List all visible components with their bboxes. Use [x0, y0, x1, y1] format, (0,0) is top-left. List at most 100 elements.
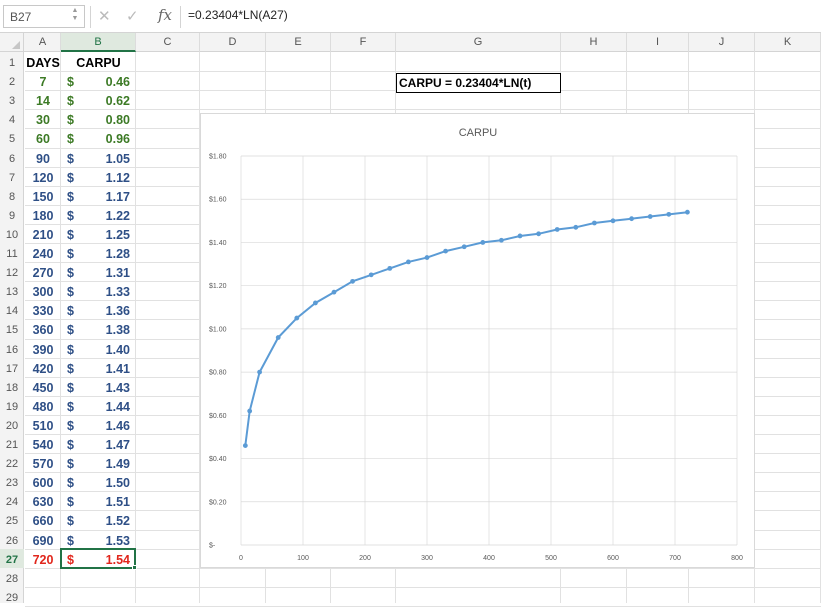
carpu-chart[interactable]: CARPU $- $0.20 $0.40 $0.60 $0.80 $1.00 $1.20 $1.… [200, 113, 755, 568]
cell-carpu[interactable]: 1.05 [105, 151, 130, 166]
cell-days[interactable]: 450 [32, 380, 54, 395]
cell-days[interactable]: 660 [32, 514, 54, 529]
row-header-24[interactable]: 24 [5, 496, 19, 509]
cell-days[interactable]: 210 [32, 227, 54, 242]
cell-carpu[interactable]: 1.54 [105, 552, 130, 567]
cell-currency-symbol[interactable]: $ [67, 266, 74, 281]
cell-carpu[interactable]: 1.44 [105, 399, 130, 414]
active-cell-selection[interactable] [60, 547, 136, 569]
insert-function-icon[interactable]: fx [158, 6, 173, 24]
column-header-b[interactable]: B [61, 33, 136, 52]
row-header-19[interactable]: 19 [5, 400, 19, 413]
row-header-9[interactable]: 9 [8, 209, 16, 222]
cell-currency-symbol[interactable]: $ [67, 323, 74, 338]
cell-currency-symbol[interactable]: $ [67, 361, 74, 376]
cell-days[interactable]: 240 [32, 247, 54, 261]
cell-days[interactable]: 690 [32, 533, 54, 548]
cell-currency-symbol[interactable]: $ [67, 189, 74, 204]
cell-days[interactable]: 390 [32, 342, 54, 357]
formula-input[interactable]: =0.23404*LN(A27) [188, 8, 288, 22]
cell-currency-symbol[interactable]: $ [67, 94, 74, 109]
column-header-e[interactable]: E [266, 33, 331, 52]
cell-carpu[interactable]: 0.46 [105, 75, 130, 90]
row-header-16[interactable]: 16 [5, 343, 19, 356]
cell-carpu[interactable]: 1.52 [105, 514, 130, 529]
name-box[interactable]: B27 [3, 5, 85, 28]
name-box-dropdown-icon[interactable]: ▲ ▼ [71, 7, 79, 22]
cell-currency-symbol[interactable]: $ [67, 208, 74, 223]
cell-currency-symbol[interactable]: $ [67, 132, 74, 147]
column-header-c[interactable]: C [136, 33, 200, 52]
cell-carpu[interactable]: 1.51 [105, 495, 130, 510]
row-header-6[interactable]: 6 [8, 152, 16, 165]
cell-days[interactable]: 60 [36, 132, 50, 147]
cell-days[interactable]: 7 [39, 75, 47, 90]
column-header-j[interactable]: J [689, 33, 755, 52]
cell-days[interactable]: 90 [36, 151, 50, 166]
column-header-g[interactable]: G [396, 33, 561, 52]
cell-carpu[interactable]: 1.46 [105, 418, 130, 433]
column-header-k[interactable]: K [755, 33, 821, 52]
cell-days[interactable]: 540 [32, 438, 54, 452]
row-header-28[interactable]: 28 [5, 572, 19, 585]
row-header-21[interactable]: 21 [5, 439, 19, 451]
column-header-d[interactable]: D [200, 33, 266, 52]
row-header-27[interactable]: 27 [0, 548, 24, 568]
cell-days[interactable]: 14 [36, 94, 50, 109]
cell-days[interactable]: 300 [32, 285, 54, 300]
cell-currency-symbol[interactable]: $ [67, 552, 74, 567]
cell-currency-symbol[interactable]: $ [67, 170, 74, 185]
cell-currency-symbol[interactable]: $ [67, 285, 74, 300]
cell-days[interactable]: 30 [36, 113, 50, 128]
cell-carpu[interactable]: 1.28 [105, 247, 130, 261]
column-header-f[interactable]: F [331, 33, 396, 52]
row-header-20[interactable]: 20 [5, 419, 19, 432]
cell-currency-symbol[interactable]: $ [67, 457, 74, 472]
cell-days[interactable]: 150 [32, 189, 54, 204]
cell-days[interactable]: 720 [32, 552, 54, 567]
cell-currency-symbol[interactable]: $ [67, 399, 74, 414]
cell-currency-symbol[interactable]: $ [67, 438, 74, 452]
select-all-button[interactable] [0, 33, 24, 52]
cell-currency-symbol[interactable]: $ [67, 151, 74, 166]
row-header-29[interactable]: 29 [5, 591, 19, 604]
cell-carpu[interactable]: 1.25 [105, 227, 130, 242]
cell-days[interactable]: 330 [32, 304, 54, 319]
row-header-5[interactable]: 5 [8, 133, 16, 146]
cell-carpu[interactable]: 1.17 [105, 189, 130, 204]
row-header-14[interactable]: 14 [5, 305, 19, 318]
cell-days[interactable]: 420 [32, 361, 54, 376]
cell-carpu[interactable]: 0.80 [105, 113, 130, 128]
row-header-13[interactable]: 13 [5, 286, 19, 299]
cell-currency-symbol[interactable]: $ [67, 495, 74, 510]
cell-currency-symbol[interactable]: $ [67, 304, 74, 319]
cell-carpu[interactable]: 1.33 [105, 285, 130, 300]
equation-textbox[interactable]: CARPU = 0.23404*LN(t) [396, 73, 561, 93]
cell-days[interactable]: 600 [32, 476, 54, 491]
cell-days[interactable]: 510 [32, 418, 54, 433]
row-header-7[interactable]: 7 [8, 171, 16, 184]
cell-carpu[interactable]: 1.50 [105, 476, 130, 491]
cell-carpu[interactable]: 1.12 [105, 170, 130, 185]
cancel-icon[interactable]: ✕ [98, 8, 111, 25]
cell-carpu[interactable]: 1.49 [105, 457, 130, 472]
cell-carpu[interactable]: 1.36 [105, 304, 130, 319]
cell-currency-symbol[interactable]: $ [67, 247, 74, 261]
cell-days[interactable]: 180 [32, 208, 54, 223]
cell-currency-symbol[interactable]: $ [67, 476, 74, 491]
cell-currency-symbol[interactable]: $ [67, 227, 74, 242]
cell-currency-symbol[interactable]: $ [67, 533, 74, 548]
cell-carpu[interactable]: 1.43 [105, 380, 130, 395]
header-days[interactable]: DAYS [26, 56, 60, 70]
cell-carpu[interactable]: 1.47 [105, 438, 130, 452]
row-header-18[interactable]: 18 [5, 381, 19, 394]
row-header-17[interactable]: 17 [5, 362, 19, 375]
column-header-h[interactable]: H [561, 33, 627, 52]
cell-carpu[interactable]: 1.38 [105, 323, 130, 338]
row-header-15[interactable]: 15 [5, 324, 19, 337]
cell-carpu[interactable]: 1.22 [105, 208, 130, 223]
row-header-12[interactable]: 12 [5, 267, 19, 280]
enter-icon[interactable]: ✓ [126, 8, 139, 25]
row-header-8[interactable]: 8 [8, 190, 16, 203]
cell-currency-symbol[interactable]: $ [67, 342, 74, 357]
